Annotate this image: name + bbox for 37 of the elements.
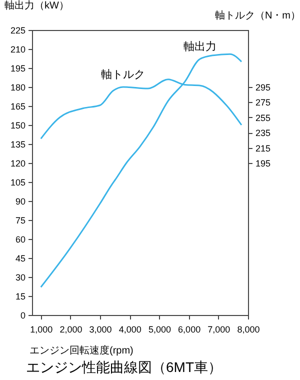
x-tick-label: 3,000 <box>89 324 112 334</box>
y2-tick-label: 255 <box>256 112 271 123</box>
y-tick-label: 195 <box>10 64 26 74</box>
line-series <box>40 53 242 288</box>
y-tick-label: 210 <box>10 44 26 54</box>
y-tick-label: 165 <box>10 102 26 112</box>
x-tick-label: 7,000 <box>208 324 230 334</box>
y-tick-label: 90 <box>15 196 26 206</box>
x-tick-label: 6,000 <box>178 324 201 334</box>
y-tick-label: 15 <box>15 292 26 302</box>
x-tick-label: 8,000 <box>237 324 260 334</box>
y2-tick-label: 195 <box>256 158 271 168</box>
annotation: 軸出力 <box>183 40 216 54</box>
y-tick-label: 30 <box>15 272 26 282</box>
x-axis-title: エンジン回転速度(rpm) <box>30 344 134 356</box>
y2-tick-label: 235 <box>256 128 271 138</box>
y-tick-label: 225 <box>10 26 26 36</box>
annotation: 軸トルク <box>101 68 146 81</box>
x-tick-label: 5,000 <box>148 324 171 334</box>
y-tick-label: 60 <box>15 234 26 244</box>
y-tick-label: 180 <box>10 82 26 92</box>
x-tick-label: 2,000 <box>60 324 82 334</box>
y-tick-label: 135 <box>10 140 26 150</box>
y-axis-title: 軸出力（kW） <box>4 0 69 12</box>
y-tick-label: 75 <box>15 216 26 226</box>
x-tick-label: 4,000 <box>118 324 142 334</box>
y-tick-label: 105 <box>10 178 26 188</box>
x-tick-label: 1,000 <box>30 324 53 334</box>
y2-tick-label: 295 <box>256 82 271 92</box>
y-tick-label: 150 <box>10 120 26 130</box>
y-tick-label: 45 <box>15 254 26 264</box>
y-tick-label: 0 <box>20 310 26 320</box>
y2-tick-label: 275 <box>256 98 271 108</box>
y-tick-label: 120 <box>10 158 26 168</box>
y2-axis-title: 軸トルク（N・m） <box>214 10 300 22</box>
y2-tick-label: 215 <box>256 143 271 154</box>
text: エンジン性能曲線図（6MT車） <box>26 359 222 375</box>
